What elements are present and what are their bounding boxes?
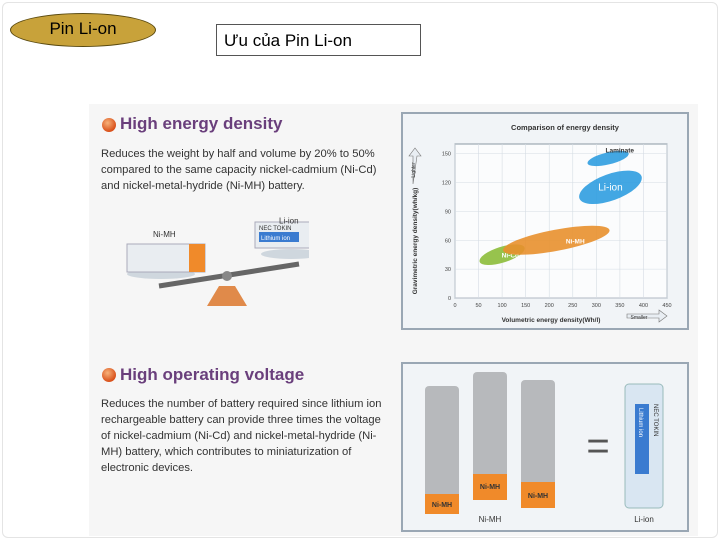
- region-label: Laminate: [605, 147, 634, 154]
- nimh-battery-stripe: [189, 244, 205, 272]
- scale-base: [207, 286, 247, 306]
- chart-panel: 0 50 100 150 200 250 300 350 400 450 0 30 60 90 120 150…: [401, 112, 689, 330]
- y-arrow-label: Lighter: [411, 162, 417, 178]
- battery-comparison-illustration: Ni-MH Ni-MH Ni-MH Ni-MH = NEC TOKIN Lith…: [425, 372, 664, 524]
- header-badge: Pin Li-on: [10, 13, 156, 47]
- nimh-cell-body: [473, 372, 507, 500]
- region-nimh: [503, 225, 610, 255]
- x-arrow-label: Smaller: [631, 315, 648, 321]
- nimh-cell-label: Ni-MH: [480, 484, 500, 491]
- content-image: High energy density Reduces the weight b…: [89, 104, 698, 536]
- scale-pan-right: [261, 249, 309, 259]
- scale-brand: NEC TOKIN: [259, 226, 291, 232]
- y-tick-label: 30: [445, 267, 451, 273]
- chart-title: Comparison of energy density: [511, 123, 620, 132]
- section1-title: High energy density: [120, 114, 283, 133]
- liion-cell-brand: NEC TOKIN: [652, 404, 658, 436]
- y-tick-label: 120: [442, 181, 451, 187]
- region-laminate: [587, 150, 629, 167]
- section1-text: Reduces the weight by half and volume by…: [101, 148, 377, 192]
- region-label: Ni-MH: [566, 238, 585, 245]
- equals-sign: =: [586, 424, 609, 468]
- x-tick-label: 0: [453, 303, 456, 309]
- scale-pivot: [222, 271, 232, 281]
- right-caption: Li-ion: [634, 515, 654, 524]
- page-title: Ưu của Pin Li-on: [216, 24, 421, 56]
- liion-cell-band: [635, 404, 649, 474]
- y-tick-label: 60: [445, 238, 451, 244]
- scale-left-label: Ni-MH: [153, 230, 176, 239]
- bullet-icon: [102, 368, 116, 382]
- section2-text: Reduces the number of battery required s…: [101, 398, 382, 474]
- nimh-cell-body: [425, 386, 459, 514]
- x-tick-label: 300: [592, 303, 601, 309]
- y-tick-label: 0: [448, 296, 451, 302]
- liion-cell-sub: Lithium ion: [637, 408, 643, 437]
- y-axis-label: Gravimetric energy density(wh/kg): [412, 188, 419, 295]
- scale-right-label: Li-ion: [279, 217, 299, 226]
- nimh-cell-label: Ni-MH: [528, 493, 548, 500]
- x-tick-label: 100: [498, 303, 507, 309]
- y-tick-label: 150: [442, 152, 451, 158]
- nimh-cell-stripe: [425, 494, 459, 514]
- x-tick-label: 350: [615, 303, 624, 309]
- y-tick-label: 90: [445, 209, 451, 215]
- x-tick-label: 50: [475, 303, 481, 309]
- energy-density-chart: 0 50 100 150 200 250 300 350 400 450 0 30 60 90 120 150…: [408, 123, 672, 324]
- x-tick-label: 450: [662, 303, 671, 309]
- bullet-icon: [102, 118, 116, 132]
- section2-title: High operating voltage: [120, 365, 305, 384]
- scale-brand-sub: Lithium ion: [261, 236, 290, 242]
- region-label: Li-ion: [598, 182, 622, 193]
- x-tick-label: 400: [639, 303, 648, 309]
- lighter-arrow-icon: [408, 147, 422, 185]
- nimh-cell-body: [521, 380, 555, 508]
- x-tick-label: 200: [545, 303, 554, 309]
- region-label: Ni-Cd: [502, 253, 519, 260]
- x-tick-label: 150: [521, 303, 530, 309]
- voltage-panel: Ni-MH Ni-MH Ni-MH Ni-MH = NEC TOKIN Lith…: [401, 362, 689, 532]
- plot-area: [454, 143, 668, 299]
- liion-battery-label-band: [259, 232, 299, 242]
- header-badge-label: Pin Li-on: [49, 19, 117, 38]
- region-liion: [579, 170, 642, 205]
- left-caption: Ni-MH: [479, 515, 502, 524]
- smaller-arrow-icon: [626, 309, 668, 323]
- nimh-cell-label: Ni-MH: [432, 502, 452, 509]
- balance-scale-illustration: Ni-MH NEC TOKIN Lithium ion Li-ion: [126, 217, 309, 306]
- x-axis-label: Volumetric energy density(Wh/l): [502, 317, 601, 324]
- page-title-text: Ưu của Pin Li-on: [224, 31, 352, 50]
- nimh-cell-stripe: [473, 474, 507, 500]
- nimh-cell-stripe: [521, 482, 555, 508]
- x-tick-label: 250: [568, 303, 577, 309]
